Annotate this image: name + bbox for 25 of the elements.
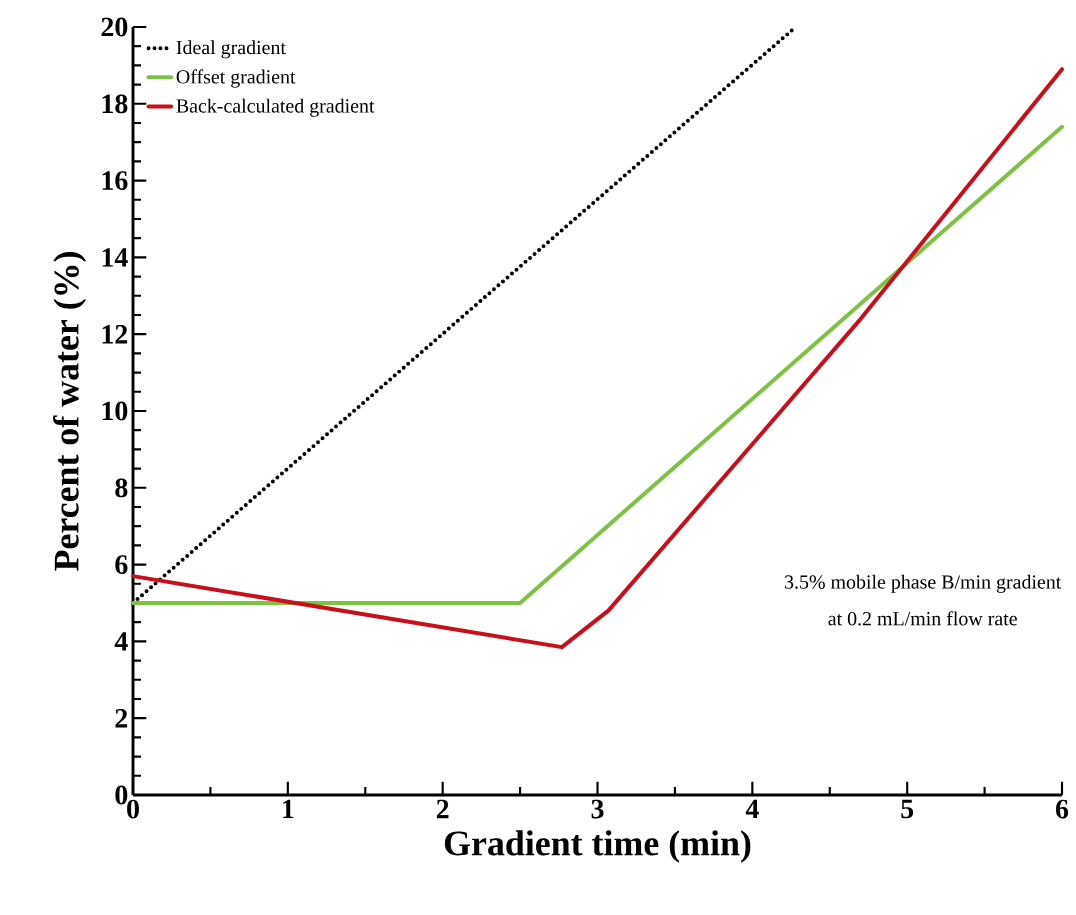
y-tick-label: 4 bbox=[114, 632, 128, 651]
legend-label: Ideal gradient bbox=[176, 40, 286, 59]
y-tick-label: 6 bbox=[115, 555, 128, 574]
line-series bbox=[131, 67, 1065, 650]
x-tick-label: 6 bbox=[1056, 799, 1069, 819]
y-tick-label: 16 bbox=[102, 171, 128, 190]
y-axis-title: Percent of water (%) bbox=[53, 252, 86, 571]
x-tick-label: 2 bbox=[436, 799, 449, 819]
y-tick-label: 8 bbox=[115, 478, 128, 498]
x-tick-label: 5 bbox=[901, 799, 914, 819]
annotation: at 0.2 mL/min flow rate bbox=[828, 611, 1017, 626]
x-tick-label: 4 bbox=[745, 799, 759, 819]
legend-label: Offset gradient bbox=[176, 69, 296, 88]
y-tick-label: 20 bbox=[101, 17, 128, 37]
y-tick-label: 2 bbox=[115, 708, 128, 728]
y-tick-label: 18 bbox=[102, 94, 128, 114]
y-tick-label: 0 bbox=[115, 785, 128, 805]
x-tick-label: 3 bbox=[591, 799, 604, 819]
y-tick-label: 14 bbox=[102, 248, 128, 267]
y-tick-label: 10 bbox=[102, 401, 128, 421]
annotation: 3.5% mobile phase B/min gradient bbox=[785, 574, 1062, 593]
y-tick-label: 12 bbox=[102, 324, 128, 344]
x-tick-label: 1 bbox=[283, 799, 294, 819]
legend-label: Back-calculated gradient bbox=[176, 98, 375, 117]
x-axis-title: Gradient time (min) bbox=[444, 830, 751, 863]
